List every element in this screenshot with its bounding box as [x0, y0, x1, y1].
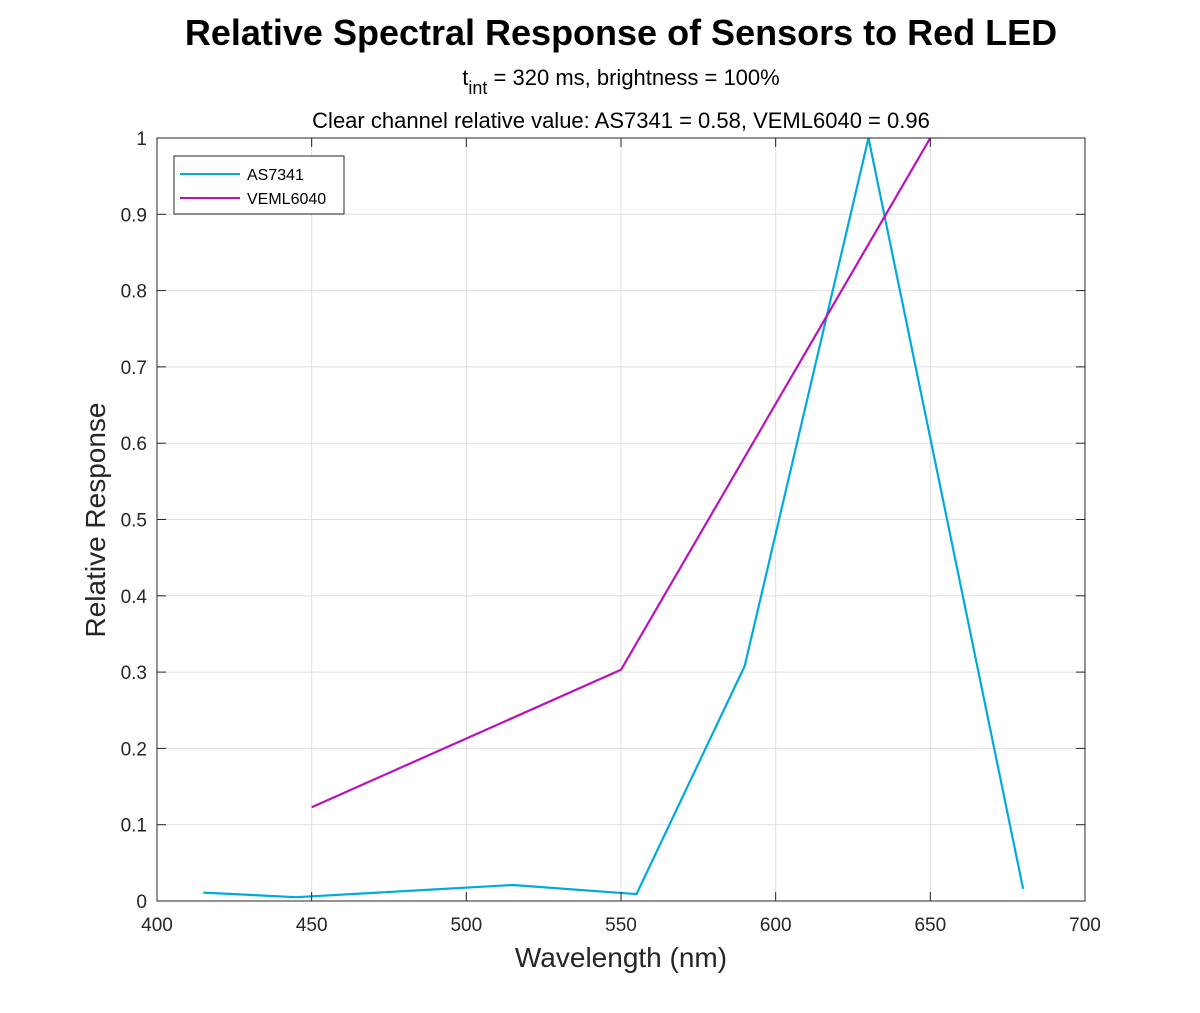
subtitle-t-base: t — [462, 65, 468, 90]
chart-title: Relative Spectral Response of Sensors to… — [185, 12, 1057, 53]
legend: AS7341 VEML6040 — [173, 155, 345, 215]
x-axis-label: Wavelength (nm) — [515, 942, 727, 973]
x-tick-label: 400 — [141, 915, 173, 936]
subtitle-subscript: int — [468, 78, 487, 98]
y-tick-label: 0.8 — [121, 282, 147, 303]
y-tick-label: 0.3 — [121, 663, 147, 684]
y-tick-label: 0.7 — [121, 358, 147, 379]
legend-label-as7341: AS7341 — [247, 167, 304, 184]
series-lines — [203, 137, 1025, 899]
chart-subtitle-line-2: Clear channel relative value: AS7341 = 0… — [312, 108, 930, 133]
legend-box — [173, 155, 345, 215]
x-tick-label: 650 — [914, 915, 946, 936]
y-tick-label: 0.1 — [121, 816, 147, 837]
axis-ticks — [156, 137, 1086, 902]
legend-label-veml6040: VEML6040 — [247, 191, 326, 208]
y-tick-label: 0.9 — [121, 205, 147, 226]
grid-lines — [156, 137, 1086, 902]
x-tick-labels: 400 450 500 550 600 650 700 — [141, 915, 1101, 936]
y-tick-label: 0.2 — [121, 739, 147, 760]
series-line-veml6040 — [311, 137, 932, 809]
y-tick-labels: 0 0.1 0.2 0.3 0.4 0.5 0.6 0.7 0.8 0.9 1 — [121, 129, 148, 913]
x-tick-label: 600 — [760, 915, 792, 936]
y-tick-label: 0.5 — [121, 511, 147, 532]
chart-subtitle-line-1: tint = 320 ms, brightness = 100% — [462, 65, 779, 98]
series-line-as7341 — [203, 137, 1025, 899]
x-tick-label: 700 — [1069, 915, 1101, 936]
x-tick-label: 550 — [605, 915, 637, 936]
x-tick-label: 450 — [296, 915, 328, 936]
x-tick-label: 500 — [450, 915, 482, 936]
y-tick-label: 0 — [136, 892, 147, 913]
y-axis-label: Relative Response — [80, 402, 111, 637]
y-tick-label: 1 — [136, 129, 147, 150]
y-tick-label: 0.4 — [121, 587, 148, 608]
y-tick-label: 0.6 — [121, 434, 147, 455]
subtitle-rest: = 320 ms, brightness = 100% — [487, 65, 779, 90]
